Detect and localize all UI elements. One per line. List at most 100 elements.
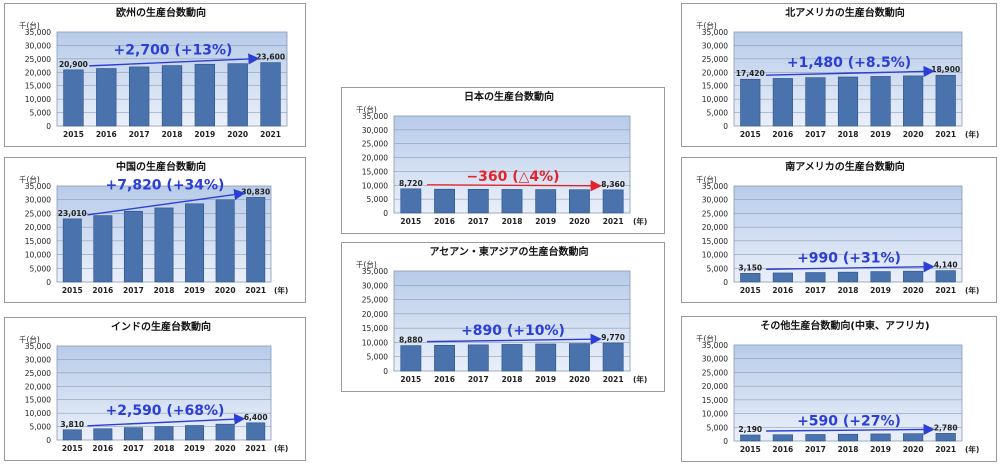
chart-panel-north-america: 北アメリカの生産台数動向 千(台) 35,000 30,000 25,000 20,000… [681,3,997,147]
x-axis-unit: (年) [965,129,979,139]
y-tick-label: 35,000 [702,341,728,350]
y-tick-label: 35,000 [362,112,388,121]
growth-annotation: +7,820 (+34%) [106,177,225,193]
x-tick-label: 2019 [194,130,215,139]
chart-panel-middle-east-africa: その他生産台数動向(中東、アフリカ) 千(台) 35,000 30,000 25,000… [681,316,997,462]
x-tick-label: 2020 [903,130,924,139]
bar-2020 [227,63,248,127]
y-tick-label: 30,000 [25,196,51,205]
bar-2018 [837,76,859,127]
y-axis-unit: 千(台) [696,333,717,343]
trend-arrow [89,53,260,67]
chart-svg: その他生産台数動向(中東、アフリカ) 千(台)35,000 30,000 25,000… [696,319,979,454]
y-tick-label: 30,000 [362,126,388,135]
bar-2020 [569,189,590,214]
data-label: 20,900 [59,60,88,69]
bar-2015 [62,429,82,441]
y-tick-label: 35,000 [25,182,51,191]
x-tick-label: 2015 [63,130,84,139]
y-tick-label: 25,000 [362,296,388,305]
data-label: 18,900 [931,65,960,74]
x-tick-label: 2021 [603,375,624,384]
bar-2015 [740,434,761,442]
data-label: 8,720 [399,179,423,188]
x-tick-label: 2016 [434,217,455,226]
y-tick-label: 25,000 [362,140,388,149]
x-tick-label: 2015 [740,286,761,295]
bar-2021 [602,189,624,214]
data-label: 9,770 [601,333,625,342]
y-axis-unit: 千(台) [696,174,717,184]
y-axis-unit: 千(台) [356,104,377,114]
bar-2018 [837,271,859,283]
bar-2017 [805,272,826,283]
bar-2016 [93,215,113,283]
x-tick-label: 2015 [400,217,421,226]
x-tick-label: 2019 [870,130,891,139]
bar-2015 [400,188,422,214]
x-tick-label: 2018 [838,130,859,139]
chart-panel-china: 中国の生産台数動向 千(台) 35,000 30,000 25,000 20,000 15,… [4,157,306,303]
bar-2016 [772,434,793,442]
bar-2018 [154,426,174,441]
data-label: 3,810 [60,420,84,429]
y-tick-label: 15,000 [702,82,728,91]
x-tick-label: 2017 [468,217,489,226]
y-tick-label: 30,000 [25,355,51,364]
data-label: 23,600 [256,53,285,62]
y-tick-label: 15,000 [362,324,388,333]
bar-2019 [185,425,205,441]
y-tick-label: 15,000 [702,396,728,405]
bar-2018 [501,189,523,214]
bar-2017 [805,434,826,442]
x-tick-label: 2018 [838,445,859,454]
bar-2019 [870,76,891,127]
bar-2017 [123,427,143,441]
y-tick-label: 10,000 [362,338,388,347]
trend-arrow [426,180,602,192]
x-tick-label: 2020 [215,286,236,295]
y-tick-label: 10,000 [702,410,728,419]
x-tick-label: 2017 [805,130,826,139]
x-tick-label: 2021 [245,286,266,295]
y-tick-label: 20,000 [25,223,51,232]
chart-title: アセアン・東アジアの生産台数動向 [430,245,589,258]
chart-title: 欧州の生産台数動向 [116,6,206,19]
bar-2020 [903,270,924,283]
y-tick-label: 20,000 [702,223,728,232]
bar-2016 [434,344,455,372]
x-axis-unit: (年) [965,444,979,454]
trend-arrow [766,423,935,436]
y-tick-label: 10,000 [702,251,728,260]
y-tick-label: 10,000 [25,95,51,104]
x-tick-label: 2018 [154,444,175,453]
y-tick-label: 5,000 [367,195,389,204]
x-tick-label: 2018 [154,286,175,295]
trend-arrow [766,261,935,273]
x-axis-unit: (年) [274,443,288,453]
x-tick-label: 2020 [227,130,248,139]
x-tick-label: 2016 [92,444,113,453]
x-tick-label: 2016 [772,286,793,295]
y-tick-label: 20,000 [362,154,388,163]
data-label: 8,360 [601,180,625,189]
bar-2017 [467,189,489,214]
bar-2020 [903,433,924,442]
y-tick-label: 25,000 [25,369,51,378]
bar-2018 [837,433,859,442]
x-tick-label: 2018 [502,375,523,384]
growth-annotation: −360 (△4%) [466,169,559,185]
bar-2017 [128,66,150,127]
x-tick-label: 2020 [903,286,924,295]
x-tick-label: 2015 [740,130,761,139]
y-tick-label: 30,000 [702,41,728,50]
y-tick-label: 15,000 [702,237,728,246]
bar-2015 [400,345,422,372]
x-tick-label: 2020 [215,444,236,453]
y-tick-label: 10,000 [702,95,728,104]
x-tick-label: 2021 [245,444,266,453]
